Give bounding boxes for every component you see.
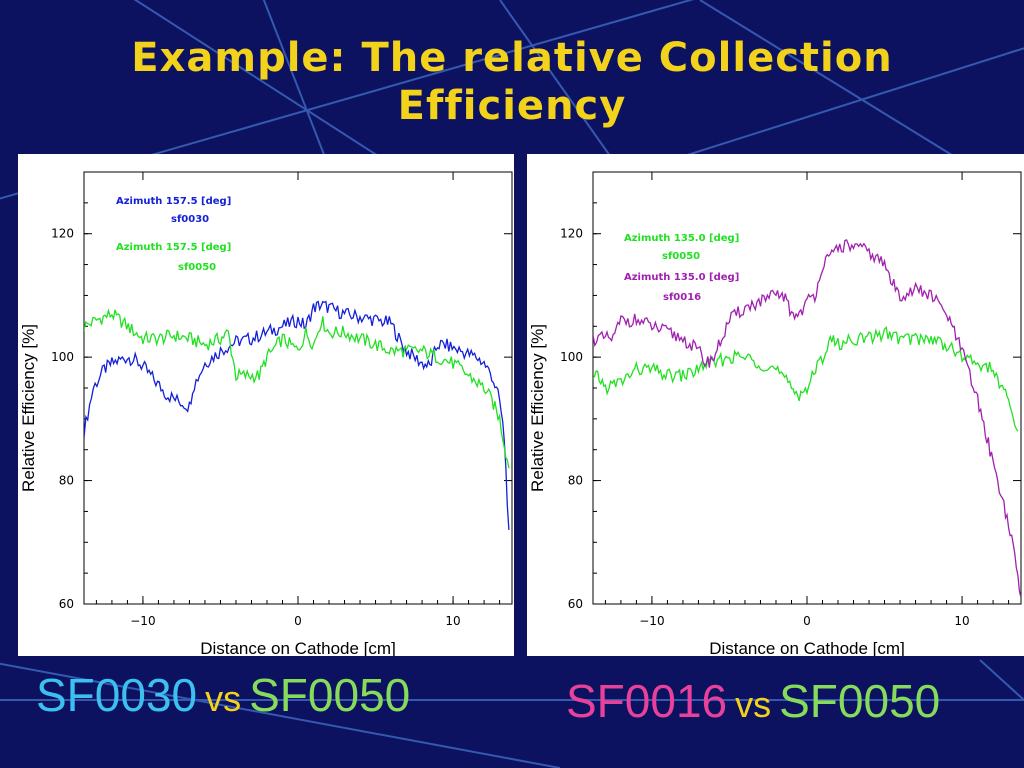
legend-series-name: sf0050 [178, 262, 216, 273]
slide-title: Example: The relative Collection Efficie… [0, 34, 1024, 130]
y-axis-title: Relative Efficiency [%] [19, 324, 38, 492]
chart-panel-right: 60 80 100 120 −10 0 10 Distance on Cathode [cm]… [527, 154, 1024, 656]
x-tick-label: 0 [294, 614, 302, 628]
y-axis-title: Relative Efficiency [%] [528, 324, 547, 492]
title-line-2: Efficiency [397, 83, 627, 129]
x-axis-title: Distance on Cathode [cm] [709, 639, 905, 656]
y-tick-label: 80 [568, 474, 583, 488]
x-tick-label: 10 [954, 614, 969, 628]
x-tick-label: 10 [445, 614, 460, 628]
deco-line [699, 0, 961, 161]
series-line-sf0016 [593, 239, 1021, 598]
chart-left: 60 80 100 120 −10 0 10 Distance on Cathode [cm]… [19, 171, 513, 656]
caption-right-a: SF0016 [566, 675, 728, 727]
deco-line [262, 0, 331, 171]
legend-label: Azimuth 157.5 [deg] [116, 242, 231, 253]
deco-line [639, 47, 1024, 171]
title-line-1: Example: The relative Collection [131, 35, 893, 81]
legend-label: Azimuth 135.0 [deg] [624, 233, 739, 244]
y-tick-label: 80 [59, 474, 74, 488]
x-tick-label: 0 [803, 614, 811, 628]
legend-label: Azimuth 135.0 [deg] [624, 272, 739, 283]
legend-series-name: sf0030 [171, 214, 209, 225]
series-line-sf0030 [84, 300, 510, 530]
deco-line [979, 659, 1024, 701]
legend-label: Azimuth 157.5 [deg] [116, 196, 231, 207]
caption-right: SF0016 vs SF0050 [566, 674, 940, 728]
caption-left-a: SF0030 [36, 669, 198, 721]
deco-line [499, 0, 621, 171]
y-tick-label: 120 [51, 227, 74, 241]
series-line-sf0050 [84, 308, 510, 469]
y-tick-label: 60 [59, 597, 74, 611]
legend-series-name: sf0016 [663, 292, 701, 303]
x-tick-label: −10 [639, 614, 664, 628]
chart-panel-left: 60 80 100 120 −10 0 10 Distance on Cathode [cm]… [18, 154, 514, 656]
y-tick-label: 60 [568, 597, 583, 611]
plot-frame [83, 171, 513, 605]
deco-line [0, 662, 561, 768]
legend-series-name: sf0050 [662, 251, 700, 262]
caption-left-vs: vs [205, 678, 242, 719]
caption-right-b: SF0050 [779, 675, 941, 727]
caption-left: SF0030 vs SF0050 [36, 668, 410, 722]
y-tick-label: 100 [560, 350, 583, 364]
chart-right: 60 80 100 120 −10 0 10 Distance on Cathode [cm]… [528, 171, 1022, 656]
x-axis-title: Distance on Cathode [cm] [200, 639, 396, 656]
y-tick-label: 120 [560, 227, 583, 241]
caption-right-vs: vs [735, 684, 772, 725]
x-tick-label: −10 [130, 614, 155, 628]
series-line-sf0050 [593, 326, 1019, 432]
caption-left-b: SF0050 [249, 669, 411, 721]
y-tick-label: 100 [51, 350, 74, 364]
deco-line [133, 0, 401, 171]
